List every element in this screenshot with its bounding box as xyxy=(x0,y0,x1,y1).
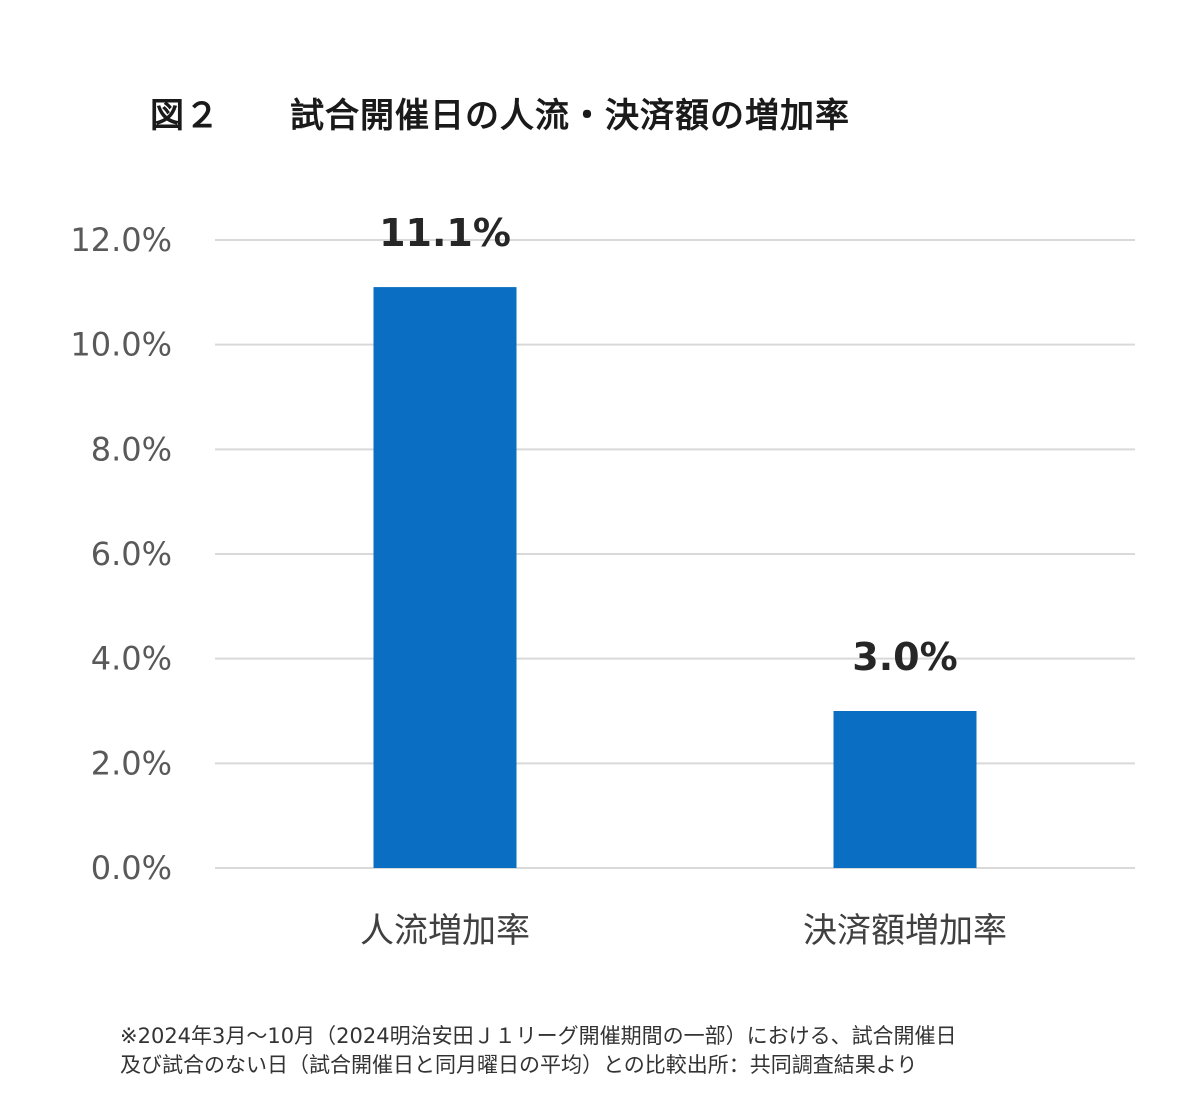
bar-chart: 0.0% 2.0% 4.0% 6.0% 8.0% 10.0% 12.0% 11.1% 3.0%… xyxy=(70,211,1135,951)
y-tick-label: 12.0% xyxy=(70,221,172,259)
category-label: 人流増加率 xyxy=(360,911,530,951)
footnote: ※2024年3月～10月（2024明治安田Ｊ１リーグ開催期間の一部）における、試… xyxy=(120,1022,1120,1080)
y-tick-label: 0.0% xyxy=(91,849,172,887)
data-label: 11.1% xyxy=(379,211,511,255)
footnote-line-1: ※2024年3月～10月（2024明治安田Ｊ１リーグ開催期間の一部）における、試… xyxy=(120,1024,957,1048)
y-tick-label: 4.0% xyxy=(91,640,172,678)
data-label: 3.0% xyxy=(852,635,957,679)
chart-title: 図２ 試合開催日の人流・決済額の増加率 xyxy=(150,96,850,136)
y-tick-label: 10.0% xyxy=(70,326,172,364)
y-tick-label: 2.0% xyxy=(91,744,172,782)
y-tick-label: 6.0% xyxy=(91,535,172,573)
y-tick-label: 8.0% xyxy=(91,430,172,468)
category-label: 決済額増加率 xyxy=(803,911,1007,951)
footnote-line-2: 及び試合のない日（試合開催日と同月曜日の平均）との比較出所：共同調査結果より xyxy=(120,1053,918,1077)
bar xyxy=(373,287,517,869)
bar xyxy=(833,711,977,868)
